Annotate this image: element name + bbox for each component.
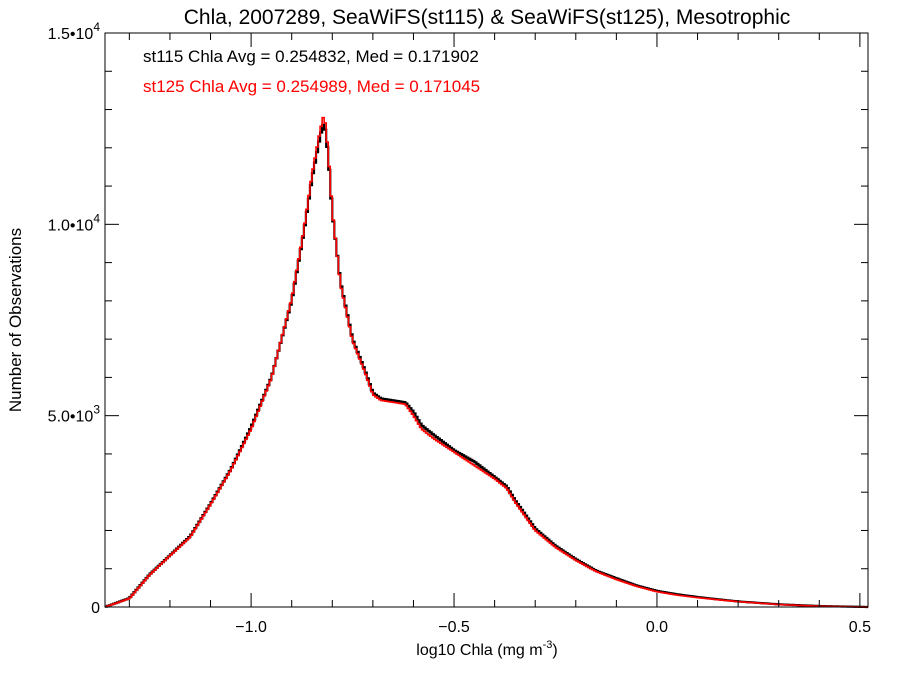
x-tick-label: −1.0 [235, 619, 267, 636]
x-tick-label: 0.5 [849, 619, 871, 636]
series-layer [105, 116, 868, 609]
y-tick-exponent: 4 [93, 211, 100, 225]
stats-annotation-1: st115 Chla Avg = 0.254832, Med = 0.17190… [143, 47, 479, 66]
y-tick-label: 1.0•104 [48, 211, 101, 234]
plot-border [104, 32, 869, 608]
annotations: st115 Chla Avg = 0.254832, Med = 0.17190… [143, 47, 480, 96]
histogram-series-1 [105, 123, 868, 609]
x-axis-label: log10 Chla (mg m-3) [416, 639, 557, 659]
y-tick-exponent: 3 [93, 403, 100, 417]
tick-labels: −1.0 −0.5 0.0 0.5 0 5.0•103 1.0•104 1.5•104 [48, 20, 871, 636]
x-tick-label: 0.0 [646, 619, 668, 636]
plot-frame [104, 32, 869, 608]
y-axis-label: Number of Observations [6, 228, 25, 412]
y-tick-label: 5.0•103 [48, 403, 101, 426]
x-tick-label: −0.5 [438, 619, 470, 636]
y-tick-label: 0 [91, 600, 100, 617]
axis-ticks [105, 32, 868, 608]
stats-annotation-2: st125 Chla Avg = 0.254989, Med = 0.17104… [143, 77, 480, 96]
y-tick-label: 1.5•104 [48, 20, 101, 43]
histogram-series-2 [105, 116, 868, 608]
chart-title: Chla, 2007289, SeaWiFS(st115) & SeaWiFS(… [184, 6, 791, 29]
y-tick-exponent: 4 [93, 20, 100, 34]
